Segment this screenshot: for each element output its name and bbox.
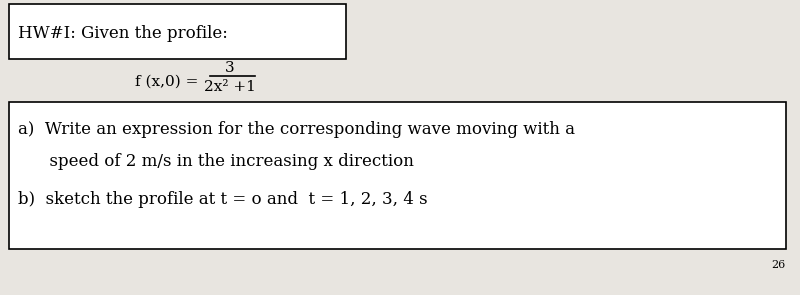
Text: f (x,0) =: f (x,0) =: [135, 75, 198, 89]
Text: 2x² +1: 2x² +1: [204, 80, 256, 94]
Text: b)  sketch the profile at t = o and  t = 1, 2, 3, 4 s: b) sketch the profile at t = o and t = 1…: [18, 191, 428, 209]
Text: 3: 3: [225, 61, 235, 75]
Text: speed of 2 m/s in the increasing x direction: speed of 2 m/s in the increasing x direc…: [18, 153, 414, 171]
FancyBboxPatch shape: [9, 102, 786, 249]
Text: 26: 26: [770, 260, 785, 270]
Text: HW#I: Given the profile:: HW#I: Given the profile:: [18, 25, 228, 42]
FancyBboxPatch shape: [9, 4, 346, 59]
Text: a)  Write an expression for the corresponding wave moving with a: a) Write an expression for the correspon…: [18, 122, 575, 138]
